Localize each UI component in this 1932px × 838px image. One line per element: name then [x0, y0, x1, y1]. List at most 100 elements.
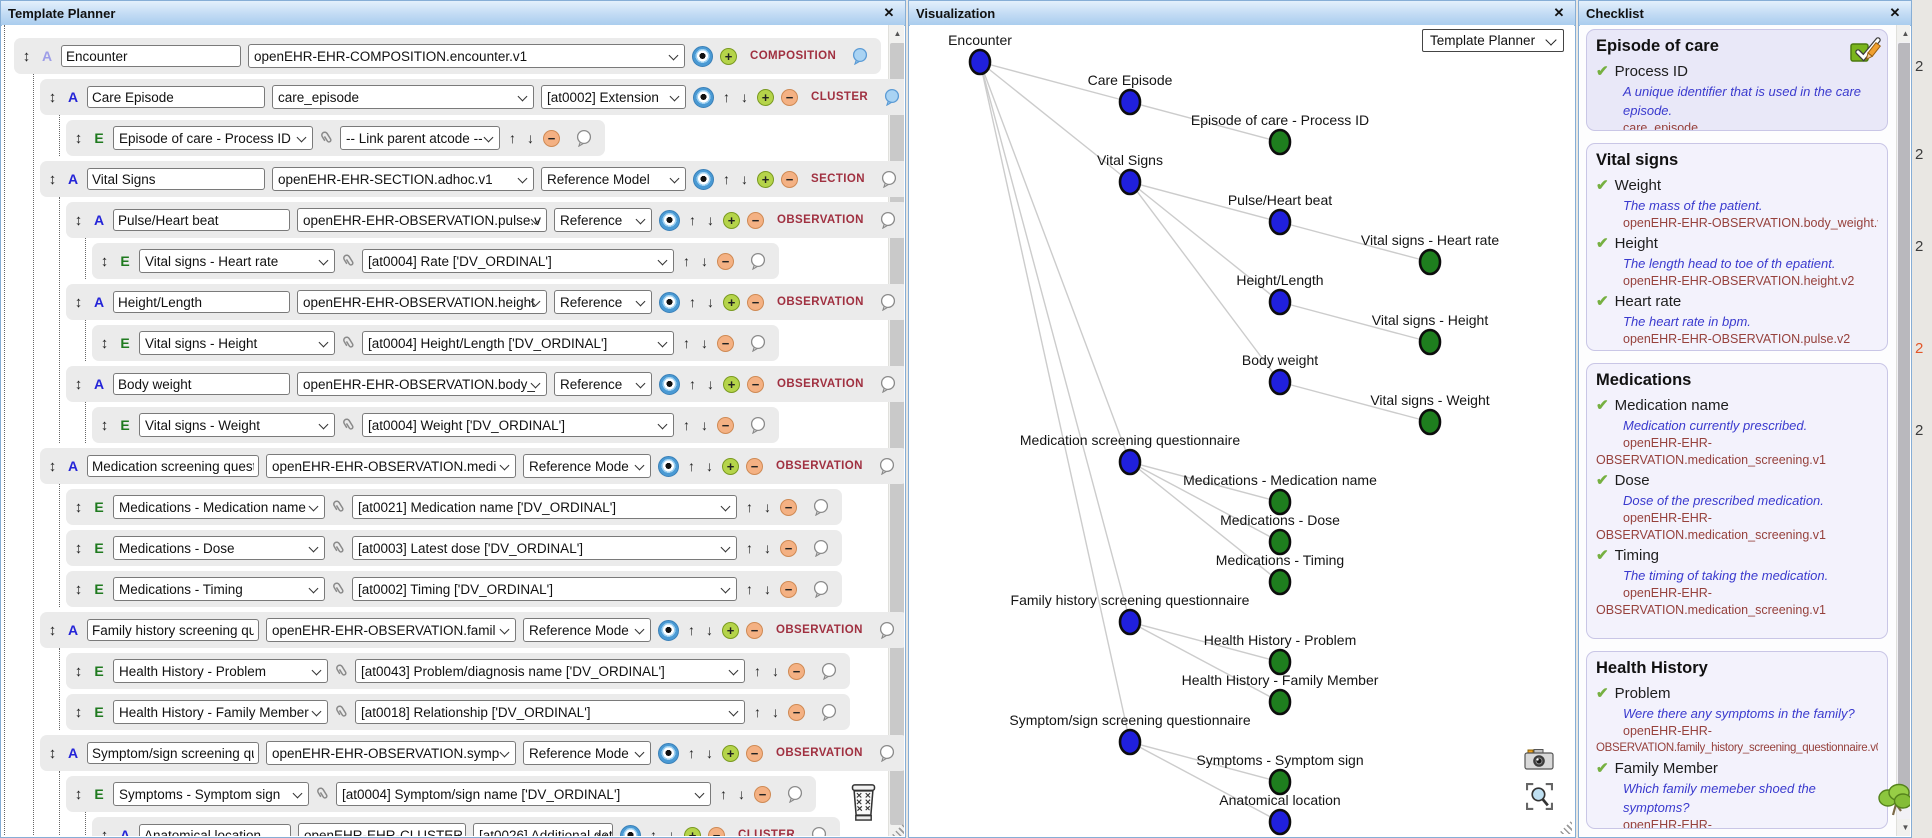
atcode-select[interactable]: care_episode: [272, 85, 534, 109]
move-down-button[interactable]: ↓: [707, 376, 714, 392]
atcode-select[interactable]: Reference: [554, 290, 652, 314]
atcode-select[interactable]: [at0002] Extension: [541, 85, 686, 109]
element-select[interactable]: Vital signs - Heart rate: [139, 249, 335, 273]
atcode-select[interactable]: -- Link parent atcode --: [340, 126, 500, 150]
add-button[interactable]: +: [723, 293, 740, 311]
add-button[interactable]: +: [720, 47, 737, 65]
drag-handle-icon[interactable]: ↕: [22, 47, 31, 65]
add-button[interactable]: +: [722, 457, 739, 475]
add-button[interactable]: +: [757, 88, 774, 106]
planner-scrollbar[interactable]: ▲: [888, 25, 904, 836]
add-button[interactable]: +: [723, 375, 740, 393]
eye-icon[interactable]: [659, 373, 680, 395]
remove-button[interactable]: −: [788, 703, 805, 721]
remove-button[interactable]: −: [780, 580, 797, 598]
drag-handle-icon[interactable]: ↕: [74, 129, 83, 147]
atcode-select[interactable]: Reference Mode: [523, 454, 651, 478]
atcode-select[interactable]: openEHR-EHR-COMPOSITION.encounter.v1: [248, 44, 685, 68]
element-select[interactable]: Medications - Dose: [113, 536, 325, 560]
graph-node[interactable]: [1268, 568, 1292, 596]
eye-icon[interactable]: [658, 455, 679, 477]
atcode-select[interactable]: openEHR-EHR-OBSERVATION.height: [297, 290, 547, 314]
remove-button[interactable]: −: [746, 457, 763, 475]
node-name-input[interactable]: [61, 45, 241, 67]
add-button[interactable]: +: [684, 826, 701, 836]
atcode-select[interactable]: [at0003] Latest dose ['DV_ORDINAL']: [352, 536, 737, 560]
node-name-input[interactable]: [87, 742, 259, 764]
move-up-button[interactable]: ↑: [688, 458, 695, 474]
atcode-select[interactable]: openEHR-EHR-OBSERVATION.symp: [266, 741, 516, 765]
atcode-select[interactable]: openEHR-EHR-OBSERVATION.medi: [266, 454, 516, 478]
move-up-button[interactable]: ↑: [689, 294, 696, 310]
add-button[interactable]: +: [722, 621, 739, 639]
move-down-button[interactable]: ↓: [706, 458, 713, 474]
node-name-input[interactable]: [87, 168, 265, 190]
remove-button[interactable]: −: [746, 621, 763, 639]
drag-handle-icon[interactable]: ↕: [74, 539, 83, 557]
atcode-select[interactable]: [at0026] Additional details: [473, 823, 613, 836]
drag-handle-icon[interactable]: ↕: [74, 293, 83, 311]
eye-icon[interactable]: [692, 45, 713, 67]
element-select[interactable]: Health History - Problem: [113, 659, 328, 683]
remove-button[interactable]: −: [781, 88, 798, 106]
comment-icon[interactable]: [749, 252, 767, 270]
graph-node[interactable]: [1268, 208, 1292, 236]
eye-icon[interactable]: [659, 209, 680, 231]
graph-node[interactable]: [1118, 168, 1142, 196]
comment-icon[interactable]: [851, 47, 869, 65]
move-down-button[interactable]: ↓: [701, 335, 708, 351]
graph-node[interactable]: [1268, 488, 1292, 516]
graph-node[interactable]: [1268, 688, 1292, 716]
drag-handle-icon[interactable]: ↕: [74, 498, 83, 516]
element-select[interactable]: Medications - Medication name: [113, 495, 325, 519]
graph-node[interactable]: [1118, 448, 1142, 476]
move-down-button[interactable]: ↓: [764, 540, 771, 556]
move-down-button[interactable]: ↓: [701, 417, 708, 433]
atcode-select[interactable]: [at0002] Timing ['DV_ORDINAL']: [352, 577, 737, 601]
add-button[interactable]: +: [757, 170, 774, 188]
scroll-up-icon[interactable]: ▲: [1897, 25, 1910, 42]
remove-button[interactable]: −: [780, 498, 797, 516]
drag-handle-icon[interactable]: ↕: [48, 88, 57, 106]
atcode-select[interactable]: openEHR-EHR-OBSERVATION.famil: [266, 618, 516, 642]
move-up-button[interactable]: ↑: [746, 499, 753, 515]
move-up-button[interactable]: ↑: [650, 827, 657, 836]
remove-button[interactable]: −: [543, 129, 560, 147]
comment-icon[interactable]: [879, 375, 897, 393]
drag-handle-icon[interactable]: ↕: [48, 621, 57, 639]
atcode-select[interactable]: [at0004] Rate ['DV_ORDINAL']: [362, 249, 674, 273]
remove-button[interactable]: −: [708, 826, 725, 836]
eye-icon[interactable]: [693, 168, 714, 190]
comment-icon[interactable]: [820, 703, 838, 721]
comment-icon[interactable]: [883, 88, 901, 106]
atcode-select[interactable]: Reference Mode: [523, 618, 651, 642]
checklist-scrollbar[interactable]: ▲ ▼: [1896, 25, 1910, 836]
node-name-input[interactable]: [87, 86, 265, 108]
move-down-button[interactable]: ↓: [741, 171, 748, 187]
graph-node[interactable]: [1268, 808, 1292, 836]
drag-handle-icon[interactable]: ↕: [74, 580, 83, 598]
visualization-titlebar[interactable]: Visualization ✕: [909, 1, 1575, 26]
checklist-edit-icon[interactable]: [1849, 35, 1881, 65]
drag-handle-icon[interactable]: ↕: [100, 252, 109, 270]
graph-node[interactable]: [1268, 288, 1292, 316]
drag-handle-icon[interactable]: ↕: [48, 457, 57, 475]
remove-button[interactable]: −: [717, 416, 734, 434]
template-planner-titlebar[interactable]: Template Planner ✕: [1, 1, 905, 26]
comment-icon[interactable]: [786, 785, 804, 803]
element-select[interactable]: Vital signs - Height: [139, 331, 335, 355]
move-up-button[interactable]: ↑: [720, 786, 727, 802]
node-name-input[interactable]: [113, 373, 290, 395]
close-icon[interactable]: ✕: [883, 5, 895, 20]
scroll-down-icon[interactable]: ▼: [1897, 819, 1910, 836]
node-name-input[interactable]: [113, 209, 290, 231]
drag-handle-icon[interactable]: ↕: [74, 662, 83, 680]
remove-button[interactable]: −: [747, 211, 764, 229]
comment-icon[interactable]: [878, 744, 896, 762]
graph-node[interactable]: [1268, 128, 1292, 156]
graph-node[interactable]: [1268, 768, 1292, 796]
visualization-source-select[interactable]: Template Planner: [1422, 29, 1564, 52]
eye-icon[interactable]: [658, 742, 679, 764]
zoom-selection-icon[interactable]: [1526, 783, 1553, 810]
move-down-button[interactable]: ↓: [741, 89, 748, 105]
